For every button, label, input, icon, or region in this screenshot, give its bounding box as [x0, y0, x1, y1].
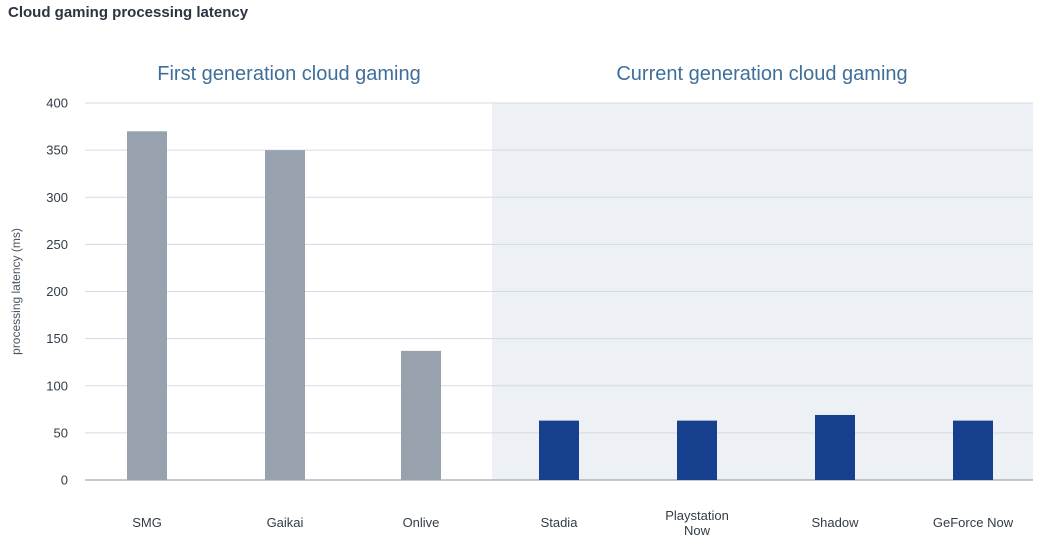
y-tick-label: 200: [46, 284, 68, 299]
x-tick-label: Gaikai: [267, 515, 304, 530]
bar: [815, 414, 855, 480]
x-tick-label: SMG: [132, 515, 162, 530]
x-tick-label: Stadia: [541, 515, 579, 530]
y-tick-label: 50: [54, 425, 68, 440]
bar: [265, 150, 305, 480]
chart-title: Cloud gaming processing latency: [8, 4, 249, 21]
y-tick-label: 350: [46, 143, 68, 158]
x-tick-label: Onlive: [403, 515, 440, 530]
x-tick-label: Shadow: [812, 515, 860, 530]
bar: [539, 420, 579, 480]
bar: [127, 131, 167, 480]
y-tick-label: 250: [46, 237, 68, 252]
current-generation-label: Current generation cloud gaming: [616, 63, 907, 85]
y-tick-label: 300: [46, 190, 68, 205]
y-tick-label: 0: [61, 473, 68, 488]
y-tick-label: 100: [46, 378, 68, 393]
y-tick-label: 400: [46, 96, 68, 111]
bar: [677, 420, 717, 480]
bar: [401, 350, 441, 480]
x-tick-label: GeForce Now: [933, 515, 1014, 530]
x-tick-label: Playstation Now: [665, 508, 729, 538]
y-tick-label: 150: [46, 331, 68, 346]
bar: [953, 420, 993, 480]
y-axis-label: processing latency (ms): [9, 228, 23, 355]
first-generation-label: First generation cloud gaming: [157, 63, 420, 85]
